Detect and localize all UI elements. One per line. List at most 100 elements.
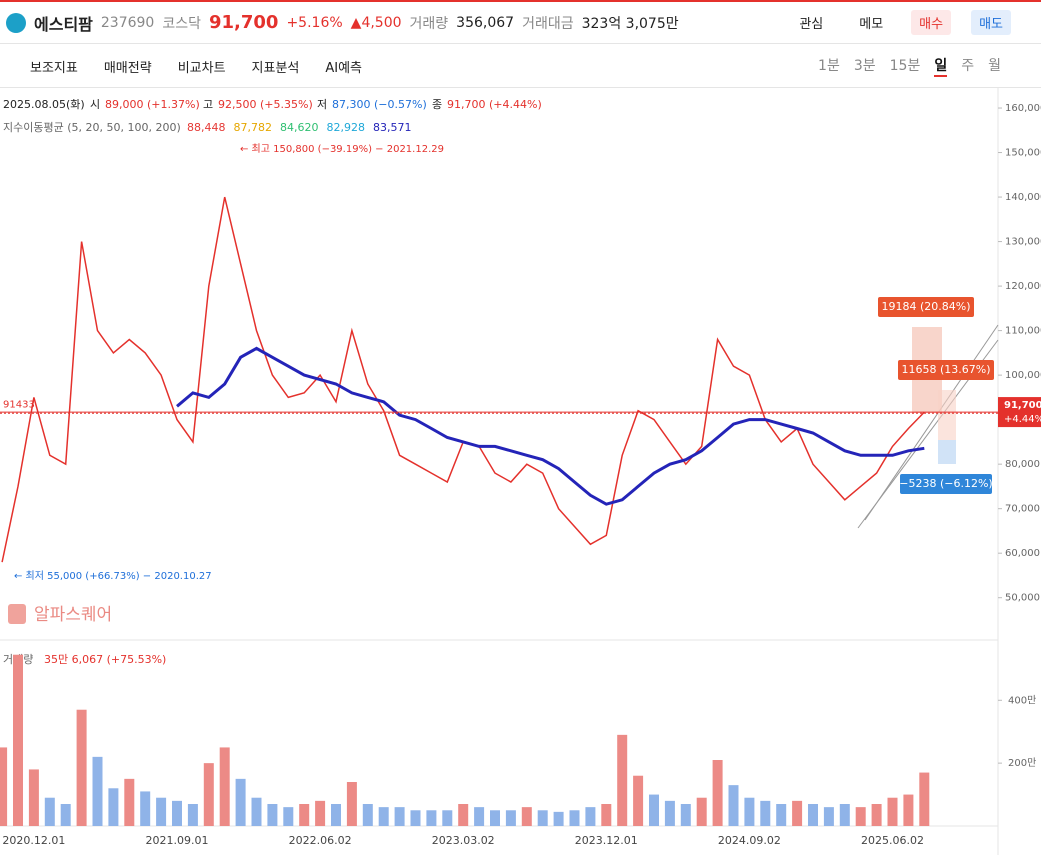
volume-bar: [919, 772, 930, 826]
volume-bar: [124, 778, 135, 826]
volume-bar: [664, 800, 675, 826]
range-box: [938, 440, 956, 464]
volume-bar: [251, 797, 262, 826]
volume-bar: [108, 788, 119, 826]
y-tick-label: 60,000: [1005, 548, 1040, 559]
price-line: [176, 346, 925, 506]
volume-bar: [553, 811, 564, 826]
x-tick-label: 2021.09.01: [146, 834, 209, 847]
volume-bar: [156, 797, 167, 826]
tool[interactable]: 보조지표: [30, 60, 78, 76]
tool[interactable]: 매매전략: [103, 60, 152, 76]
tool[interactable]: AI예측: [325, 60, 363, 76]
volume-bar: [283, 807, 294, 826]
buy-button[interactable]: 매수: [911, 10, 952, 35]
y-tick-label: 150,000: [1005, 148, 1041, 159]
volume-bar: [219, 747, 230, 826]
volume-bar: [490, 810, 500, 826]
info-low: 87,300 (−0.57%): [332, 98, 427, 111]
stock-code: 237690: [100, 14, 155, 31]
y-tick-label: 100,000: [1005, 370, 1041, 381]
price-line: [1, 196, 925, 563]
volume-bar: [92, 756, 103, 826]
volume-bar: [172, 800, 182, 826]
watch-button[interactable]: 관심: [799, 17, 824, 32]
high-annotation: ← 최고 150,800 (−39.19%) − 2021.12.29: [240, 143, 444, 155]
reference-label: 91433: [3, 399, 35, 410]
info-label: 종: [432, 98, 442, 111]
ma-title: 지수이동평균 (5, 20, 50, 100, 200): [3, 121, 181, 134]
period[interactable]: 1분: [818, 58, 840, 74]
volume-bar: [585, 807, 596, 826]
volume: 356,067: [456, 14, 515, 31]
volume-bar: [394, 807, 405, 826]
range-label: 19184 (20.84%): [881, 300, 970, 313]
ma-value: 83,571: [373, 121, 412, 134]
info-label: 고: [203, 98, 213, 111]
volume-bar: [569, 810, 580, 826]
volume-bar: [649, 794, 659, 826]
y-tick-label: 130,000: [1005, 237, 1041, 248]
sell-button[interactable]: 매도: [971, 10, 1011, 35]
annotation-box: [900, 474, 992, 494]
volume-bar: [426, 810, 437, 826]
info-label: 시: [90, 98, 100, 111]
y-tick-label: 160,000: [1005, 103, 1041, 114]
period[interactable]: 월: [988, 58, 1001, 74]
volume-bar: [601, 804, 612, 826]
y-tick-label: 110,000: [1005, 326, 1041, 337]
volume-bar: [855, 807, 866, 826]
volume-bar: [140, 791, 151, 826]
volume-bar: [744, 797, 755, 826]
volume-bar: [13, 654, 23, 826]
volume-bar: [378, 807, 389, 826]
ma-legend: 88,448 87,782 84,620 82,928 83,571: [187, 121, 412, 134]
tool[interactable]: 지표분석: [251, 60, 300, 76]
volume-bar: [823, 807, 834, 826]
ma-value: 84,620: [280, 121, 319, 134]
volume-bar: [315, 800, 326, 826]
period[interactable]: 주: [961, 58, 975, 74]
period[interactable]: 15분: [889, 58, 921, 74]
volume-bar: [187, 804, 198, 826]
last-price: 91,700: [1004, 400, 1041, 411]
info-label: 저: [317, 98, 327, 111]
volume-bar: [442, 810, 453, 826]
trend-line: [864, 324, 999, 521]
info-date: 2025.08.05(화): [3, 98, 85, 111]
volume-bar: [474, 807, 485, 826]
info-open: 89,000 (+1.37%): [105, 98, 200, 111]
range-label: 11658 (13.67%): [901, 363, 990, 376]
tool[interactable]: 비교차트: [177, 60, 226, 76]
x-tick-label: 2025.06.02: [861, 834, 924, 847]
volume-bar: [712, 760, 723, 826]
volume-bar: [760, 800, 771, 826]
volume-bar: [410, 810, 421, 826]
volume-bar: [903, 794, 914, 826]
volume-bar: [0, 747, 8, 826]
volume-bar: [299, 804, 310, 826]
volume-bar: [680, 804, 691, 826]
memo-button[interactable]: 메모: [859, 17, 884, 32]
volume-bar: [235, 778, 246, 826]
volume-bar: [331, 804, 341, 826]
volume-bar: [728, 785, 739, 826]
range-box: [938, 390, 956, 440]
volume-bar: [60, 804, 71, 826]
volume-bar: [617, 734, 628, 826]
volume-bar: [44, 797, 55, 826]
volume-value: 35만 6,067 (+75.53%): [44, 653, 166, 666]
x-tick-label: 2024.09.02: [718, 834, 781, 847]
period[interactable]: 일: [934, 55, 948, 77]
period[interactable]: 3분: [853, 58, 876, 74]
volume-bar: [362, 804, 373, 826]
volume-bar: [267, 804, 278, 826]
price: 91,700: [208, 12, 279, 33]
volume-bar: [776, 804, 787, 826]
volume-bar: [28, 769, 39, 826]
watermark: 알파스퀘어: [34, 605, 112, 625]
stock-name: 에스티팜: [34, 14, 93, 34]
volume-bar: [458, 804, 469, 826]
info-high: 92,500 (+5.35%): [218, 98, 313, 111]
